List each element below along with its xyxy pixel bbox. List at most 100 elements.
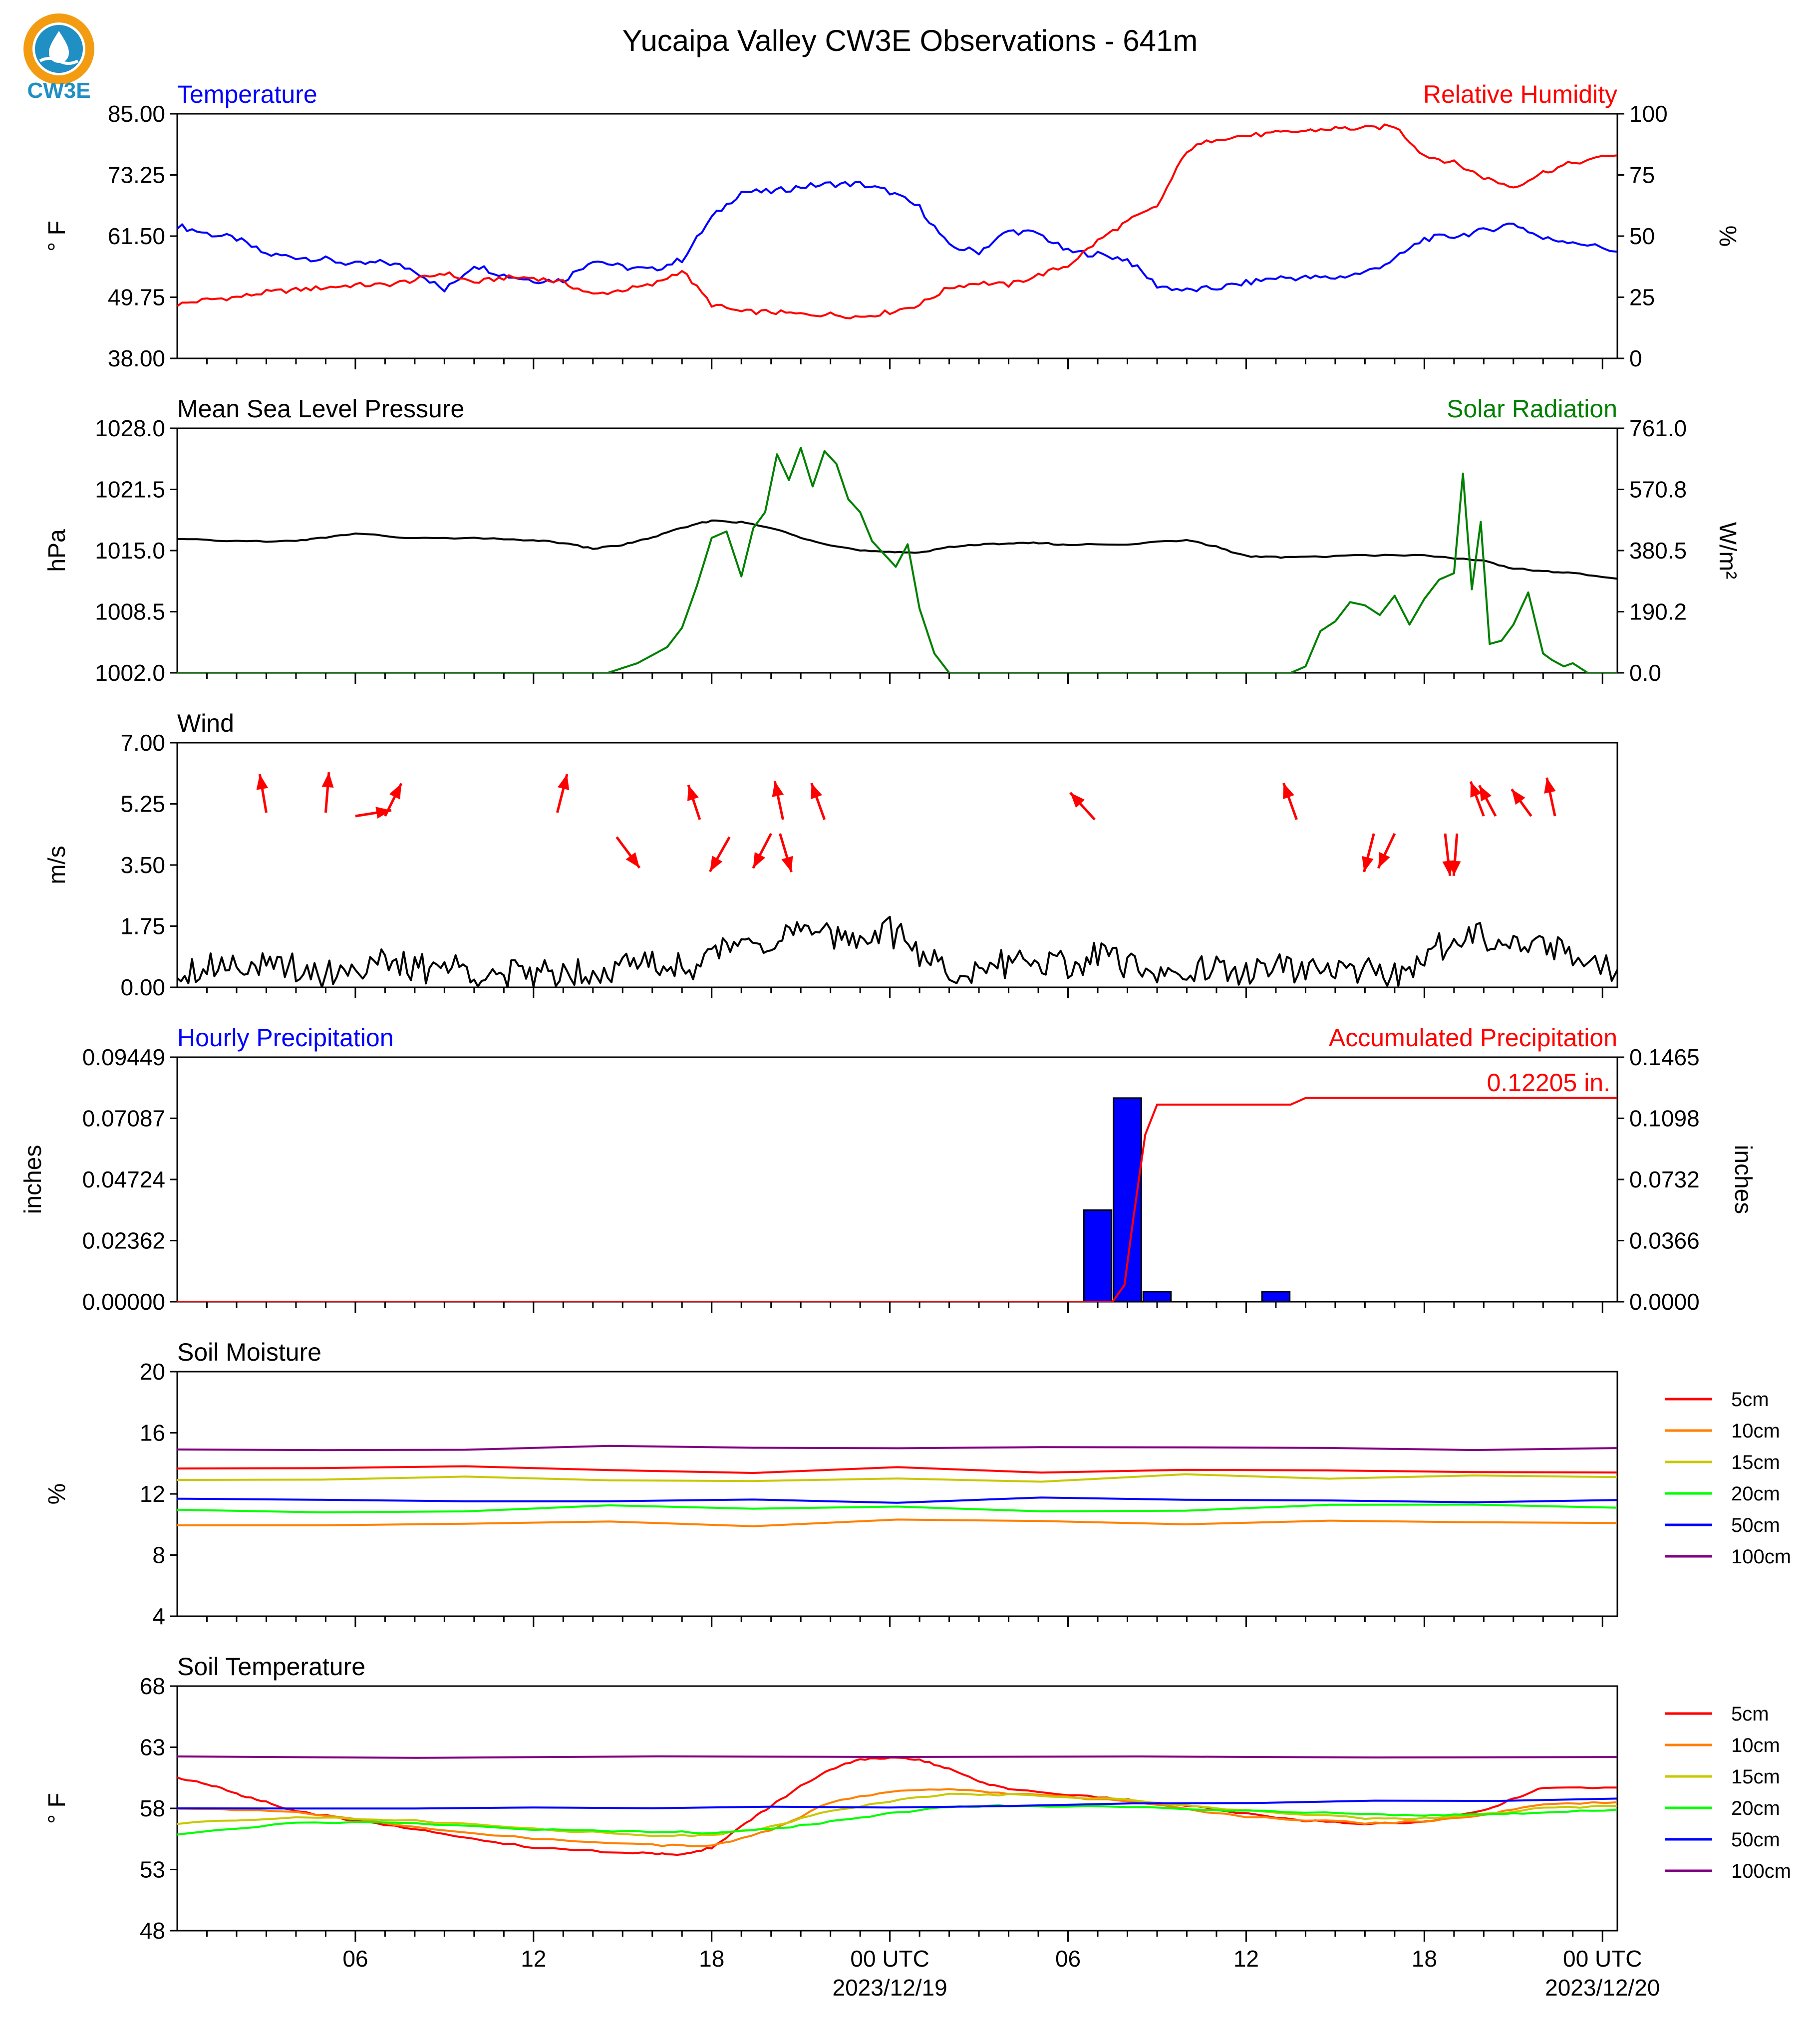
plot-area: [177, 447, 1617, 673]
y-tick-label-right: 570.8: [1629, 477, 1687, 503]
y-tick-label: 16: [140, 1420, 165, 1446]
wind-arrow-head: [1479, 785, 1492, 802]
15cm-line: [177, 1792, 1617, 1837]
accumulated-precip-label: 0.12205 in.: [1487, 1069, 1610, 1097]
wind_speed-line: [177, 915, 1617, 987]
y-tick-label: 53: [140, 1857, 165, 1883]
y-tick-label-right: 0: [1629, 345, 1642, 371]
plot-area: [177, 772, 1617, 987]
wind-arrow-head: [1283, 783, 1294, 800]
wind-arrow-head: [753, 852, 766, 869]
y-tick-label: 1028.0: [95, 415, 165, 441]
panel-title-left: Soil Temperature: [177, 1653, 365, 1681]
y-tick-label-right: 25: [1629, 285, 1655, 310]
y-tick-label-right: 0.1098: [1629, 1106, 1700, 1132]
legend-label: 50cm: [1731, 1829, 1780, 1851]
y-tick-label: 63: [140, 1735, 165, 1760]
y-tick-label-right: 100: [1629, 101, 1668, 127]
legend-label: 10cm: [1731, 1735, 1780, 1756]
precip-bar: [1113, 1097, 1142, 1302]
x-date-label: 2023/12/20: [1545, 1975, 1660, 2001]
legend-label: 20cm: [1731, 1797, 1780, 1819]
cw3e-logo: CW3E: [23, 13, 94, 103]
wind-arrow-head: [389, 783, 402, 800]
legend-label: 5cm: [1731, 1389, 1769, 1411]
x-tick-label: 18: [699, 1946, 724, 1972]
panel-title-left: Hourly Precipitation: [177, 1024, 394, 1052]
legend-label: 100cm: [1731, 1546, 1791, 1568]
accumulated-precip-line: [177, 1097, 1617, 1302]
wind-arrow-head: [1378, 852, 1390, 869]
y-axis-label-right: inches: [1730, 1145, 1756, 1214]
100cm-line: [177, 1755, 1617, 1759]
y-tick-label-right: 190.2: [1629, 599, 1687, 625]
relative_humidity-line: [177, 123, 1617, 319]
y-axis-label: m/s: [44, 846, 70, 884]
panel-title-left: Wind: [177, 709, 234, 737]
y-tick-label-right: 0.0000: [1629, 1289, 1700, 1315]
wind-arrow-head: [1070, 793, 1085, 808]
10cm-line: [177, 1788, 1617, 1847]
panel-precipitation: Hourly Precipitation Accumulated Precipit…: [20, 1024, 1756, 1315]
wind-arrow-head: [1544, 778, 1556, 794]
y-tick-label: 0.00: [120, 974, 165, 1000]
15cm-line: [177, 1473, 1617, 1483]
panel-temperature-rh: Temperature Relative Humidity 38.00 49.75 61…: [44, 80, 1741, 371]
plot-area: [177, 1755, 1617, 1856]
logo-ring-icon: [23, 13, 94, 84]
wind-arrow-head: [321, 772, 334, 788]
y-tick-label: 1008.5: [95, 599, 165, 625]
precip-bar: [1142, 1291, 1172, 1302]
y-axis-label: ° F: [44, 221, 70, 252]
y-tick-label: 7.00: [120, 730, 165, 756]
y-tick-label-right: 75: [1629, 162, 1655, 188]
y-tick-label-right: 0.1465: [1629, 1044, 1700, 1070]
y-tick-label: 3.50: [120, 852, 165, 878]
y-tick-label: 1.75: [120, 913, 165, 939]
y-tick-label-right: 0.0732: [1629, 1166, 1700, 1192]
panel-title-right: Relative Humidity: [1423, 80, 1617, 108]
x-date-label: 2023/12/19: [833, 1975, 947, 2001]
wave-icon: [39, 57, 79, 65]
panel-wind: Wind 0.00 1.75 3.50 5.25 7.00 m/s: [44, 709, 1618, 1000]
y-tick-label: 1002.0: [95, 660, 165, 686]
y-tick-label: 0.09449: [82, 1044, 165, 1070]
y-tick-label: 12: [140, 1481, 165, 1507]
y-axis-label: inches: [20, 1145, 46, 1214]
x-tick-label: 00 UTC: [1563, 1946, 1642, 1972]
panel-title-right: Solar Radiation: [1447, 395, 1617, 423]
wind-arrow-head: [1362, 856, 1374, 872]
y-tick-label-right: 0.0: [1629, 660, 1661, 686]
temperature-line: [177, 181, 1617, 292]
y-tick-label: 73.25: [108, 162, 165, 188]
20cm-line: [177, 1804, 1617, 1836]
time-axis: 06 12 18 00 UTC 2023/12/19 06 12 18 00 UTC 2023/1…: [342, 1946, 1660, 2001]
y-tick-label-right: 50: [1629, 223, 1655, 249]
legend-label: 15cm: [1731, 1766, 1780, 1788]
x-tick-label: 12: [521, 1946, 546, 1972]
y-tick-label: 61.50: [108, 223, 165, 249]
solar_radiation-line: [177, 447, 1617, 673]
y-axis-label: hPa: [44, 529, 70, 572]
y-tick-label: 85.00: [108, 101, 165, 127]
legend-label: 10cm: [1731, 1420, 1780, 1442]
wind-arrow-head: [781, 856, 793, 872]
wind-arrow-head: [772, 781, 784, 797]
panel-pressure-solar: Mean Sea Level Pressure Solar Radiation 10…: [44, 395, 1741, 686]
plot-area: [177, 123, 1617, 319]
x-tick-label: 18: [1412, 1946, 1437, 1972]
plot-area: [177, 1445, 1617, 1527]
y-tick-label: 0.00000: [82, 1289, 165, 1315]
wind-arrow-head: [811, 783, 822, 800]
legend-label: 100cm: [1731, 1860, 1791, 1882]
panel-soil-moisture: Soil Moisture 4 8 12 16 20% 5cm 10cm 15cm 20cm 50c…: [44, 1338, 1791, 1629]
y-tick-label: 8: [152, 1542, 165, 1568]
y-tick-label: 48: [140, 1918, 165, 1944]
logo-text: CW3E: [27, 78, 90, 103]
y-tick-label: 49.75: [108, 285, 165, 310]
legend-label: 15cm: [1731, 1451, 1780, 1473]
50cm-line: [177, 1797, 1617, 1810]
10cm-line: [177, 1518, 1617, 1527]
wind-arrow-head: [687, 785, 699, 801]
